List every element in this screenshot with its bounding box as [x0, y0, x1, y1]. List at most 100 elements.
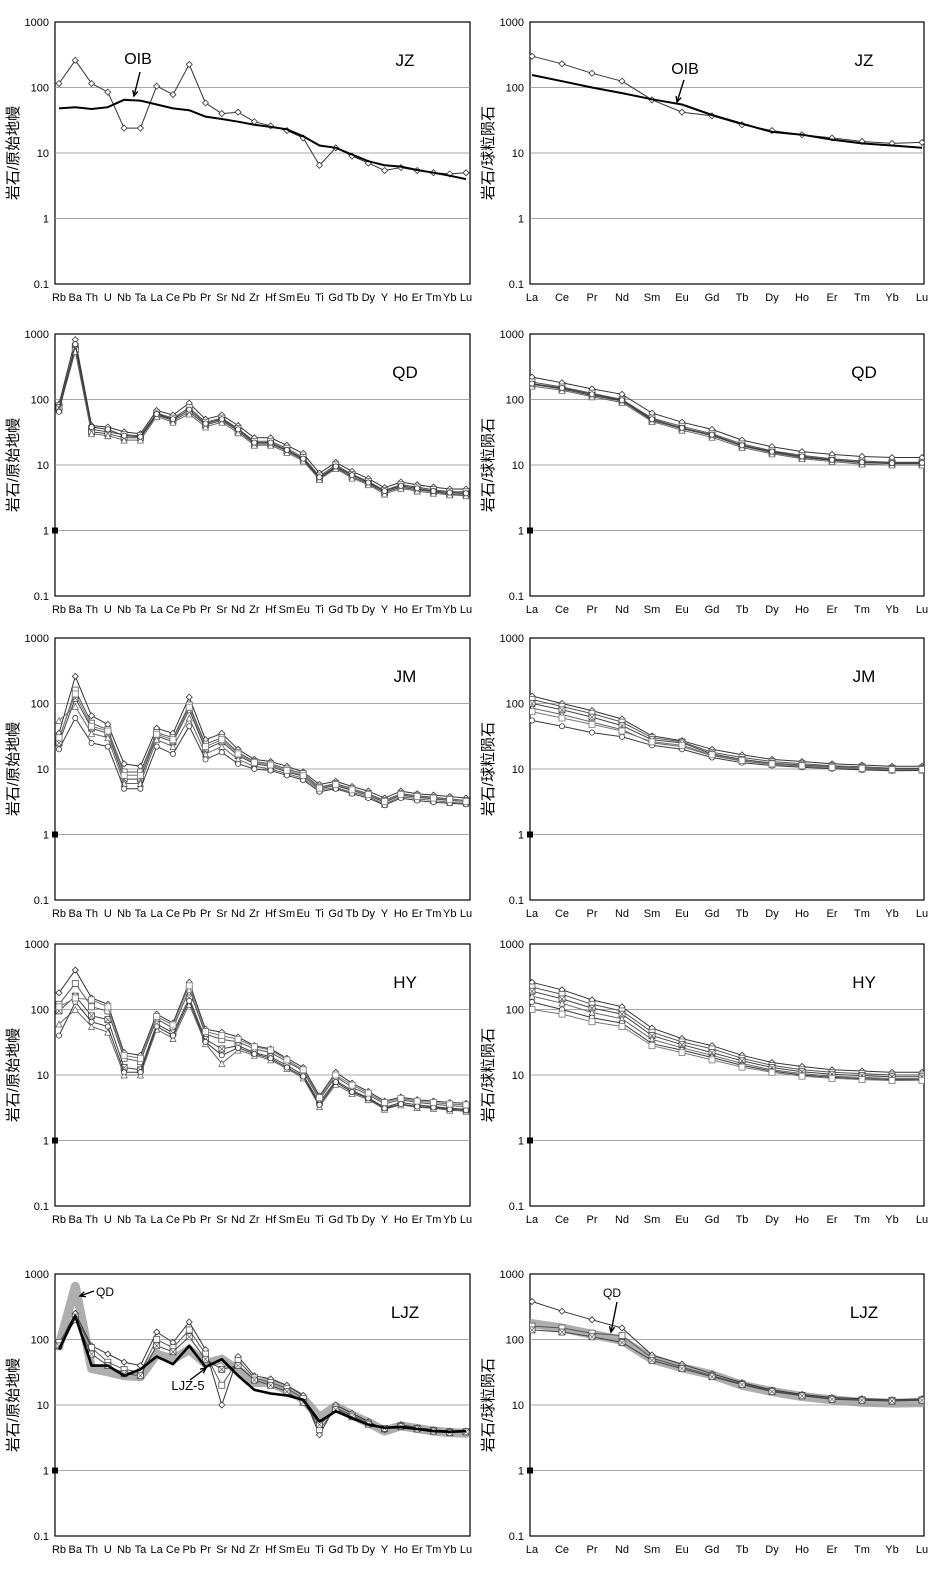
x-tick-label: Tb [736, 908, 749, 920]
data-point [235, 1044, 242, 1051]
x-tick-label: Gd [705, 1544, 720, 1556]
data-point-cross [768, 1388, 776, 1395]
data-point [348, 786, 356, 794]
x-tick-label: Lu [916, 604, 928, 616]
data-point [381, 488, 388, 495]
x-tick-label: Ba [69, 1214, 83, 1226]
series-line-LJZ-c [531, 1329, 923, 1402]
data-point-cross [558, 1328, 566, 1336]
x-tick-label: Tm [854, 292, 870, 304]
data-point [558, 999, 566, 1007]
data-point [332, 1071, 340, 1079]
x-tick-label: Gd [705, 908, 720, 920]
data-point [413, 793, 421, 800]
data-point [283, 446, 290, 453]
x-tick-label: Eu [296, 604, 309, 616]
chart-ljz-spider: 0.1 1 10 100 1000 岩石/原始地幔 Rb Ba Th U Nb Ta La Ce Pb Pr S… [5, 1269, 472, 1556]
data-point [618, 1324, 626, 1332]
y-axis-label: 岩石/球粒陨石 [480, 106, 497, 200]
x-tick-label: Yb [443, 604, 456, 616]
y-tick-label: 10 [37, 148, 49, 160]
series-line-LJZ-b [531, 1325, 923, 1401]
x-tick-label: Sm [644, 1544, 661, 1556]
data-point [558, 1307, 566, 1315]
x-tick-label: Pr [200, 1544, 211, 1556]
data-point [267, 761, 275, 769]
data-point [235, 760, 242, 767]
y-tick-label: 10 [512, 764, 524, 776]
data-point [185, 714, 193, 722]
data-point [678, 1049, 686, 1056]
x-tick-label: Ho [394, 604, 408, 616]
y-tick-label: 10 [512, 1070, 524, 1082]
x-tick-label: Sr [216, 292, 227, 304]
x-tick-label: Dy [362, 604, 376, 616]
data-point-cross [186, 1333, 193, 1341]
data-point-cross [678, 1365, 686, 1372]
data-point [332, 1079, 339, 1086]
x-tick-label: Dy [362, 1544, 376, 1556]
data-point [918, 1076, 924, 1084]
y-tick-label: 10 [512, 460, 524, 472]
x-tick-label: U [104, 604, 112, 616]
annotation-arrowhead [78, 1291, 87, 1298]
y-tick-label: 100 [506, 1335, 524, 1347]
data-point-cross [267, 1382, 274, 1389]
data-point-cross [618, 1010, 626, 1018]
data-point-cross [618, 1339, 626, 1346]
y-tick-label: 1 [43, 526, 49, 538]
data-point [267, 1055, 274, 1062]
x-tick-label: Th [85, 908, 98, 920]
data-point [267, 1046, 275, 1054]
data-point [769, 448, 776, 455]
data-point [798, 762, 806, 770]
data-point-cross [858, 1397, 866, 1404]
y-axis-label: 岩石/球粒陨石 [480, 418, 497, 512]
x-tick-label: Pr [200, 292, 211, 304]
data-point [120, 124, 128, 132]
data-point [185, 703, 193, 711]
x-tick-label: Sr [216, 908, 227, 920]
data-point-cross [202, 1356, 209, 1363]
data-point [169, 1032, 176, 1039]
x-tick-label: Pb [183, 604, 196, 616]
x-tick-label: Rb [52, 908, 66, 920]
data-point-cross [218, 1366, 226, 1373]
data-point-cross [316, 1421, 323, 1428]
data-point [648, 738, 656, 746]
chart-jm-spider: 0.1 1 10 100 1000 岩石/原始地幔 Rb Ba Th U Nb Ta La Ce Pb Pr S… [5, 633, 472, 920]
x-tick-label: Ta [135, 908, 148, 920]
data-point [365, 479, 372, 486]
data-point [88, 722, 95, 730]
x-tick-label: Tm [854, 1214, 870, 1226]
chart-title: QD [392, 363, 418, 382]
axis-marker [527, 1137, 533, 1144]
data-point [316, 784, 323, 792]
x-tick-label: Ti [315, 292, 324, 304]
data-point [218, 1059, 226, 1067]
data-point [530, 999, 535, 1006]
x-tick-label: Nd [615, 1544, 629, 1556]
x-tick-label: Ta [135, 292, 148, 304]
data-point [56, 746, 63, 753]
data-point [251, 439, 258, 446]
x-tick-label: Lu [460, 1214, 472, 1226]
data-point [55, 79, 63, 88]
y-tick-label: 1000 [500, 939, 524, 951]
y-tick-label: 1 [43, 1136, 49, 1148]
data-point [462, 169, 470, 177]
chart-title: QD [851, 363, 877, 382]
data-point [299, 771, 307, 779]
data-point [558, 1010, 566, 1018]
data-point [559, 384, 566, 391]
x-tick-label: Gd [705, 292, 720, 304]
data-point [153, 1013, 161, 1020]
x-tick-label: Ta [135, 1214, 148, 1226]
data-point [530, 1326, 536, 1334]
series-line-HY-4 [58, 1003, 467, 1112]
data-point [104, 88, 112, 96]
x-tick-label: Rb [52, 1214, 66, 1226]
data-point [588, 720, 596, 728]
x-tick-label: La [526, 1544, 539, 1556]
data-point [413, 1097, 421, 1105]
